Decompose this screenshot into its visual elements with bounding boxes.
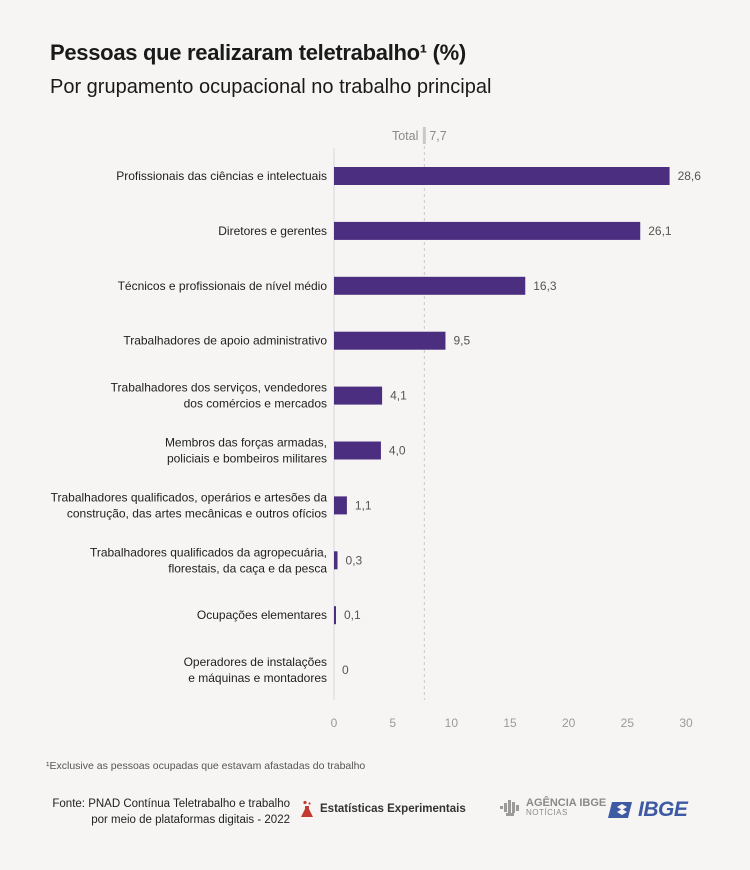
category-label: florestais, da caça e da pesca bbox=[168, 561, 327, 575]
x-tick-label: 25 bbox=[621, 716, 635, 730]
x-tick-label: 30 bbox=[679, 716, 693, 730]
category-label: Membros das forças armadas, bbox=[165, 436, 327, 450]
bar bbox=[334, 441, 381, 460]
category-label: policiais e bombeiros militares bbox=[167, 452, 327, 466]
category-label: Trabalhadores dos serviços, vendedores bbox=[111, 381, 327, 395]
agencia-ibge-text: AGÊNCIA IBGE bbox=[526, 797, 607, 809]
flask-icon bbox=[301, 800, 313, 817]
source-line-2: por meio de plataformas digitais - 2022 bbox=[91, 814, 290, 826]
category-label: Trabalhadores qualificados, operários e … bbox=[51, 490, 328, 504]
value-label: 4,0 bbox=[389, 444, 406, 458]
total-reference-label: Total bbox=[392, 129, 418, 143]
category-label: construção, das artes mecânicas e outros… bbox=[67, 506, 327, 520]
x-tick-label: 15 bbox=[503, 716, 517, 730]
agencia-ibge-icon bbox=[500, 800, 519, 816]
estatisticas-experimentais-text: Estatísticas Experimentais bbox=[320, 803, 466, 815]
source-line-1: Fonte: PNAD Contínua Teletrabalho e trab… bbox=[52, 798, 290, 810]
footnote: ¹Exclusive as pessoas ocupadas que estav… bbox=[46, 760, 366, 772]
bar bbox=[334, 551, 338, 570]
value-label: 28,6 bbox=[678, 169, 702, 183]
bar bbox=[334, 386, 383, 405]
category-label: Trabalhadores de apoio administrativo bbox=[123, 334, 327, 348]
ibge-logo: IBGE bbox=[608, 798, 688, 822]
bar bbox=[334, 331, 446, 350]
ibge-emblem-icon bbox=[608, 802, 632, 818]
x-tick-label: 10 bbox=[445, 716, 459, 730]
category-label: Diretores e gerentes bbox=[218, 224, 327, 238]
value-label: 0,3 bbox=[346, 553, 363, 567]
chart-title: Pessoas que realizaram teletrabalho¹ (%) bbox=[50, 40, 466, 65]
bar bbox=[334, 606, 336, 625]
category-label: Ocupações elementares bbox=[197, 608, 327, 622]
category-label: Profissionais das ciências e intelectuai… bbox=[116, 169, 327, 183]
source-note: Fonte: PNAD Contínua Teletrabalho e trab… bbox=[50, 796, 290, 828]
category-label: Técnicos e profissionais de nível médio bbox=[118, 279, 328, 293]
x-tick-label: 5 bbox=[389, 716, 396, 730]
bar bbox=[334, 221, 641, 240]
category-label: dos comércios e mercados bbox=[184, 397, 327, 411]
bar bbox=[334, 496, 347, 515]
value-label: 1,1 bbox=[355, 498, 372, 512]
bar bbox=[334, 276, 526, 295]
category-label: Trabalhadores qualificados da agropecuár… bbox=[90, 545, 327, 559]
value-label: 0 bbox=[342, 663, 349, 677]
category-label: e máquinas e montadores bbox=[188, 671, 327, 685]
total-reference-marker bbox=[422, 127, 426, 144]
value-label: 4,1 bbox=[390, 389, 407, 403]
ibge-text: IBGE bbox=[638, 798, 688, 821]
agencia-noticias-text: NOTÍCIAS bbox=[526, 808, 568, 817]
x-tick-label: 20 bbox=[562, 716, 576, 730]
value-label: 9,5 bbox=[453, 334, 470, 348]
category-label: Operadores de instalações bbox=[184, 655, 327, 669]
bar-chart: Total 7,7 Profissionais das ciências e int… bbox=[51, 127, 702, 730]
value-label: 0,1 bbox=[344, 608, 361, 622]
agencia-ibge-logo: AGÊNCIA IBGE NOTÍCIAS bbox=[500, 798, 606, 818]
chart-subtitle: Por grupamento ocupacional no trabalho p… bbox=[50, 76, 492, 98]
bar bbox=[334, 167, 670, 185]
total-reference-value: 7,7 bbox=[429, 129, 446, 143]
value-label: 16,3 bbox=[533, 279, 557, 293]
value-label: 26,1 bbox=[648, 224, 672, 238]
estatisticas-experimentais-logo: Estatísticas Experimentais bbox=[300, 800, 466, 818]
x-tick-label: 0 bbox=[331, 716, 338, 730]
